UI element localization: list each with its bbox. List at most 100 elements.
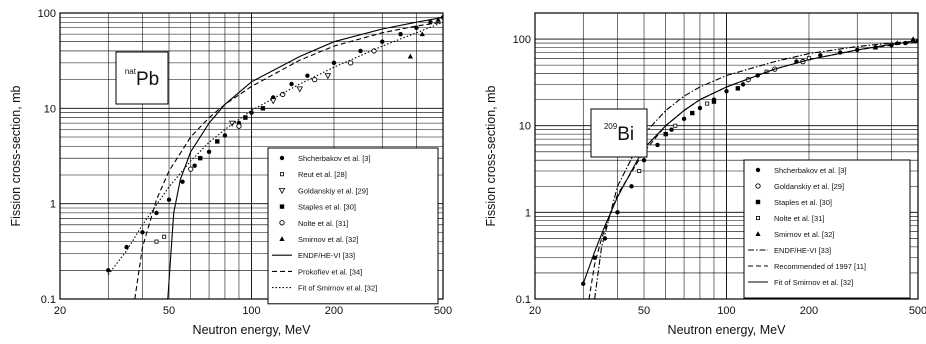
data-point — [289, 81, 294, 87]
legend-label: Fit of Smirnov et al. [32] — [298, 284, 377, 293]
legend-item: Shcherbakov et al. [3] — [279, 154, 371, 163]
x-axis-label: Neutron energy, MeV — [193, 323, 312, 337]
series-group — [581, 36, 918, 299]
nuclide-symbol: Pb — [136, 69, 159, 90]
legend-item: Goldanskiy et al. [29] — [755, 182, 844, 191]
legend-label: Staples et al. [30] — [774, 198, 832, 207]
data-point — [180, 179, 185, 184]
legend-marker — [279, 220, 285, 226]
x-tick-label: 100 — [242, 305, 260, 317]
data-point — [222, 133, 228, 138]
nuclide-mass-number: 209 — [604, 122, 618, 131]
data-point — [228, 120, 236, 127]
data-point — [663, 131, 668, 137]
legend-label: Reut et al. [28] — [298, 170, 347, 179]
y-tick-label: 10 — [519, 121, 531, 133]
data-point — [188, 166, 194, 172]
legend-item: Smirnov et al. [32] — [279, 235, 358, 244]
legend-item: Prokofiev et al. [34] — [272, 267, 362, 276]
data-point — [615, 210, 620, 215]
data-point — [260, 106, 266, 111]
data-point — [669, 127, 674, 132]
legend-label: ENDF/HE-VI [33] — [298, 251, 355, 260]
data-point — [629, 184, 634, 189]
plot-frame — [59, 12, 444, 300]
x-tick-label: 200 — [800, 305, 818, 317]
legend-label: Fit of Smirnov et al. [32] — [774, 278, 853, 287]
legend-label: Smirnov et al. [32] — [298, 235, 358, 244]
data-point — [705, 101, 710, 106]
legend: Shcherbakov et al. [3] Reut et al. [28] Go… — [267, 147, 439, 305]
legend-label: Shcherbakov et al. [3] — [774, 166, 847, 175]
legend-item: Recommended of 1997 [11] — [748, 262, 866, 271]
legend-item: Staples et al. [30] — [755, 198, 832, 207]
data-point — [724, 89, 729, 94]
legend-label: ENDF/HE-VI [33] — [774, 246, 831, 255]
legend-marker — [278, 188, 286, 195]
data-point — [154, 239, 159, 244]
data-point — [407, 53, 413, 59]
legend-item: ENDF/HE-VI [33] — [272, 251, 355, 260]
series-line — [582, 40, 918, 284]
data-point — [106, 268, 111, 273]
plot-frame — [534, 12, 919, 300]
y-tick-label: 100 — [513, 34, 531, 46]
data-point — [206, 149, 212, 154]
panel-bi: 20 50 100 200 500 0.1 1 10 100 Neutron energy, Me… — [484, 12, 926, 337]
data-point — [419, 31, 425, 37]
y-tick-label: 0.1 — [516, 294, 531, 306]
legend-item: ENDF/HE-VI [33] — [748, 246, 831, 255]
legend: Shcherbakov et al. [3] Goldanskiy et al. … — [743, 159, 911, 299]
data-point — [215, 139, 220, 144]
data-point — [681, 116, 687, 122]
data-point — [358, 48, 363, 54]
legend-marker — [279, 172, 284, 177]
data-point — [166, 197, 172, 202]
data-point — [140, 230, 145, 235]
nuclide-label-box — [590, 108, 648, 158]
legend-item: Reut et al. [28] — [279, 170, 347, 179]
data-point — [311, 76, 318, 83]
series-line — [107, 21, 443, 276]
data-point — [690, 110, 695, 116]
legend-marker — [279, 236, 285, 241]
legend-marker — [755, 231, 761, 236]
series-line — [134, 21, 443, 299]
data-point — [428, 20, 433, 25]
data-point — [711, 99, 717, 104]
nuclide-label: natPb — [125, 67, 159, 90]
y-tick-label: 1 — [50, 199, 56, 211]
legend-item: Nolte et al. [31] — [279, 219, 348, 228]
legend-item: Fit of Smirnov et al. [32] — [272, 284, 377, 293]
data-point — [740, 82, 746, 87]
x-tick-label: 50 — [163, 305, 175, 317]
x-tick-label: 500 — [909, 305, 926, 317]
x-tick-label: 500 — [434, 305, 452, 317]
legend-marker — [755, 199, 761, 205]
data-point — [243, 115, 248, 120]
y-tick-label: 0.1 — [41, 294, 56, 306]
panel-pb: 20 50 100 200 500 0.1 1 10 100 Neutron energy, Me… — [9, 8, 452, 337]
legend-box — [267, 147, 439, 305]
legend-label: Recommended of 1997 [11] — [774, 262, 866, 271]
legend-label: Goldanskiy et al. [29] — [298, 186, 368, 195]
legend-marker — [756, 215, 761, 220]
data-point — [380, 39, 385, 44]
y-axis-label: Fission cross-section, mb — [9, 85, 23, 226]
legend-label: Prokofiev et al. [34] — [298, 267, 362, 276]
y-tick-label: 1 — [525, 207, 531, 219]
data-point — [435, 16, 441, 22]
series-line — [594, 40, 918, 299]
legend-item: Goldanskiy et al. [29] — [278, 186, 368, 195]
y-tick-label: 100 — [38, 8, 56, 20]
x-tick-label: 20 — [54, 305, 66, 317]
data-point — [154, 210, 159, 216]
legend-box — [743, 159, 911, 299]
data-point — [305, 73, 310, 78]
legend-item: Nolte et al. [31] — [756, 214, 824, 223]
y-axis-label: Fission cross-section, mb — [484, 85, 498, 226]
data-point — [673, 123, 678, 128]
series-line — [167, 16, 443, 299]
nuclide-mass-number: nat — [125, 67, 137, 76]
